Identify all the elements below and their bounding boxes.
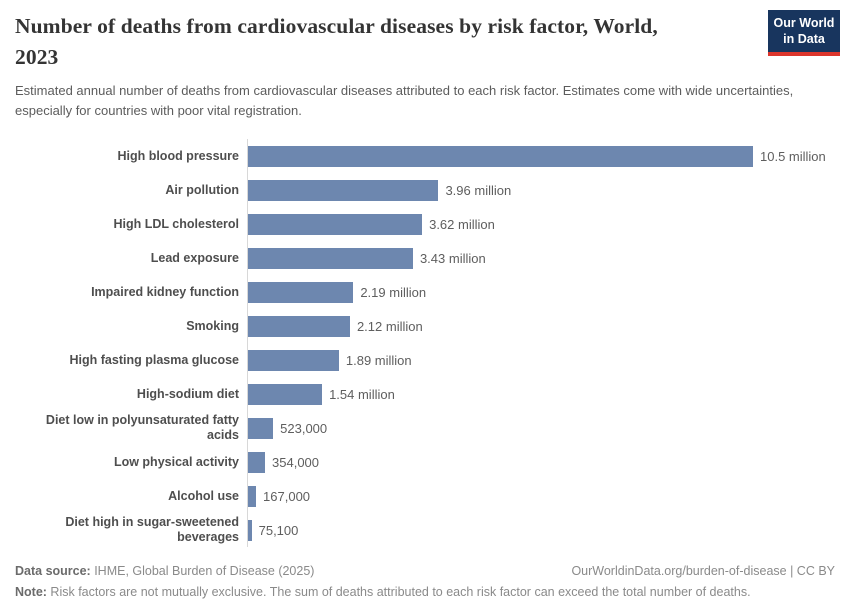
chart-row: Smoking 2.12 million [15,309,835,344]
bar[interactable] [248,247,413,269]
chart-row: Low physical activity 354,000 [15,445,835,480]
chart-row: Lead exposure 3.43 million [15,241,835,276]
bar[interactable] [248,281,354,303]
bar-chart: High blood pressure 10.5 million Air pol… [15,139,835,548]
data-source-label: Data source: [15,564,91,579]
footer-row-source: Data source: IHME, Global Burden of Dise… [15,561,835,582]
category-label: High-sodium diet [136,386,239,401]
chart-row: High blood pressure 10.5 million [15,139,835,174]
bar-track: 2.19 million [247,275,835,310]
category-label: Low physical activity [113,454,239,469]
category-label: Alcohol use [168,488,239,503]
page-title-line2: 2023 [15,44,59,69]
bar-track: 3.62 million [247,207,835,242]
value-label: 3.62 million [429,216,495,232]
category-label: Smoking [186,318,239,333]
bar[interactable] [248,451,266,473]
category-label: Impaired kidney function [91,284,239,299]
owid-logo-line2: in Data [783,32,825,47]
bar-track: 2.12 million [247,309,835,344]
bar[interactable] [248,485,257,507]
category-label: High fasting plasma glucose [69,352,239,367]
chart-row: High fasting plasma glucose 1.89 million [15,343,835,378]
bar[interactable] [248,145,753,167]
chart-row: Diet low in polyunsaturated fatty acids … [15,411,835,446]
chart-row: Alcohol use 167,000 [15,479,835,514]
owid-url-link[interactable]: OurWorldinData.org/burden-of-disease | C… [571,564,835,579]
note-value: Risk factors are not mutually exclusive.… [46,585,751,600]
category-label: Lead exposure [150,250,239,265]
value-label: 354,000 [272,454,320,470]
owid-logo-line1: Our World [773,16,835,30]
data-source-value: IHME, Global Burden of Disease (2025) [90,564,315,579]
category-label: Diet low in polyunsaturated fatty acids [45,413,239,443]
category-label: High blood pressure [117,148,239,163]
chart-row: Diet high in sugar-sweetened beverages 7… [15,513,835,548]
bar-track: 167,000 [247,479,835,514]
value-label: 1.54 million [329,386,395,402]
bar-track: 1.89 million [247,343,835,378]
page-title-line1: Number of deaths from cardiovascular dis… [15,14,658,38]
chart-row: High LDL cholesterol 3.62 million [15,207,835,242]
bar-track: 3.96 million [247,173,835,208]
value-label: 523,000 [280,420,328,436]
value-label: 167,000 [263,488,311,504]
value-label: 2.19 million [360,284,427,300]
bar[interactable] [248,315,350,337]
category-label: Air pollution [165,182,239,197]
bar-track: 10.5 million [247,139,835,174]
owid-logo[interactable]: Our World in Data [768,10,840,56]
bar[interactable] [248,417,274,439]
chart-row: Impaired kidney function 2.19 million [15,275,835,310]
value-label: 1.89 million [345,352,412,368]
bar-track: 523,000 [247,411,835,446]
data-source: Data source: IHME, Global Burden of Dise… [15,561,314,582]
bar[interactable] [248,519,252,541]
value-label: 10.5 million [760,148,826,164]
page-title: Number of deaths from cardiovascular dis… [15,0,760,72]
bar[interactable] [248,349,339,371]
chart-row: High-sodium diet 1.54 million [15,377,835,412]
page-subtitle: Estimated annual number of deaths from c… [15,83,794,118]
category-label: High LDL cholesterol [113,216,239,231]
bar[interactable] [248,383,323,405]
value-label: 3.43 million [419,250,486,266]
bar[interactable] [248,179,439,201]
bar-track: 354,000 [247,445,835,480]
chart-row: Air pollution 3.96 million [15,173,835,208]
bar[interactable] [248,213,423,235]
note-label: Note: [15,585,47,600]
bar-track: 3.43 million [247,241,835,276]
footer-row-note: Note: Risk factors are not mutually excl… [15,582,835,603]
category-label: Diet high in sugar-sweetened beverages [65,515,239,545]
value-label: 2.12 million [356,318,423,334]
bar-track: 75,100 [247,513,835,548]
value-label: 3.96 million [445,182,512,198]
chart-footer: Data source: IHME, Global Burden of Dise… [15,561,835,604]
bar-track: 1.54 million [247,377,835,412]
value-label: 75,100 [258,522,299,538]
